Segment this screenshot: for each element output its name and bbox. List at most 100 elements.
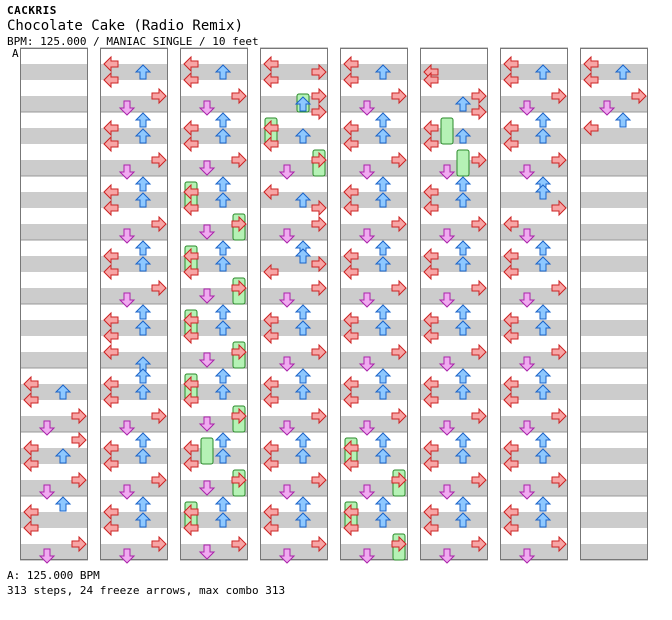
step-arrow [118, 292, 136, 308]
step-arrow [214, 512, 232, 528]
stripe [340, 64, 408, 80]
step-arrow [391, 407, 407, 425]
stripe [500, 320, 568, 336]
stripe [420, 384, 488, 400]
step-arrow [551, 471, 567, 489]
step-arrow [374, 432, 392, 448]
step-arrow [343, 263, 359, 281]
column-border [340, 48, 408, 560]
step-arrow [183, 263, 199, 281]
step-arrow [534, 112, 552, 128]
stripe [100, 544, 168, 560]
step-arrow [343, 375, 359, 393]
step-arrow [231, 343, 247, 361]
stripe [340, 288, 408, 304]
stripe [340, 384, 408, 400]
step-arrow [103, 391, 119, 409]
step-arrow [134, 128, 152, 144]
step-arrow [263, 391, 279, 409]
chart-column [420, 47, 488, 561]
step-arrow [103, 375, 119, 393]
stripe [340, 416, 408, 432]
step-arrow [151, 151, 167, 169]
bpm-readout: A: 125.000 BPM [7, 569, 100, 582]
step-arrow [503, 215, 519, 233]
chart-column [260, 47, 328, 561]
step-arrow [103, 55, 119, 73]
step-chart: A [12, 47, 648, 564]
step-arrow [118, 548, 136, 564]
stripe [420, 224, 488, 240]
stripe [580, 480, 648, 496]
step-arrow [183, 71, 199, 89]
stripe [260, 192, 328, 208]
step-arrow [294, 96, 312, 112]
step-arrow [551, 279, 567, 297]
stripe [100, 128, 168, 144]
artist-name: CACKRIS [7, 4, 57, 17]
step-arrow [183, 55, 199, 73]
step-arrow [471, 279, 487, 297]
step-arrow [438, 484, 456, 500]
step-arrow [503, 311, 519, 329]
freeze-arrow [456, 149, 470, 177]
step-arrow [583, 119, 599, 137]
step-arrow [294, 496, 312, 512]
step-arrow [534, 304, 552, 320]
step-arrow [503, 503, 519, 521]
step-arrow [151, 535, 167, 553]
step-arrow [71, 535, 87, 553]
chart-column [580, 47, 648, 561]
step-arrow [374, 512, 392, 528]
stripe [580, 384, 648, 400]
stripe [500, 192, 568, 208]
step-arrow [343, 311, 359, 329]
stripe [500, 96, 568, 112]
stripe [100, 192, 168, 208]
stripe [260, 416, 328, 432]
step-arrow [534, 368, 552, 384]
step-arrow [343, 327, 359, 345]
step-arrow [71, 471, 87, 489]
step-arrow [214, 320, 232, 336]
step-arrow [614, 64, 632, 80]
stripe [580, 288, 648, 304]
column-border [100, 48, 168, 560]
stripe [500, 160, 568, 176]
step-arrow [151, 471, 167, 489]
stripe [420, 128, 488, 144]
step-arrow [263, 503, 279, 521]
step-arrow [343, 71, 359, 89]
stripe [420, 448, 488, 464]
step-arrow [438, 356, 456, 372]
stripe [20, 96, 88, 112]
step-arrow [103, 519, 119, 537]
stripe [260, 64, 328, 80]
stripe [340, 160, 408, 176]
stripe [260, 160, 328, 176]
stripe [420, 352, 488, 368]
step-arrow [118, 484, 136, 500]
step-arrow [23, 519, 39, 537]
step-arrow [518, 420, 536, 436]
step-arrow [103, 199, 119, 217]
step-arrow [214, 240, 232, 256]
step-arrow [471, 215, 487, 233]
step-arrow [534, 320, 552, 336]
step-arrow [534, 64, 552, 80]
step-arrow [343, 183, 359, 201]
step-arrow [118, 100, 136, 116]
stripe [580, 96, 648, 112]
stripe [580, 416, 648, 432]
song-title: Chocolate Cake (Radio Remix) [7, 18, 244, 34]
step-arrow [134, 368, 152, 384]
step-arrow [134, 64, 152, 80]
step-arrow [503, 439, 519, 457]
step-arrow [278, 292, 296, 308]
step-arrow [471, 103, 487, 121]
stripe [580, 64, 648, 80]
chart-column [500, 47, 568, 561]
stripe [580, 224, 648, 240]
step-arrow [263, 55, 279, 73]
step-arrow [374, 320, 392, 336]
